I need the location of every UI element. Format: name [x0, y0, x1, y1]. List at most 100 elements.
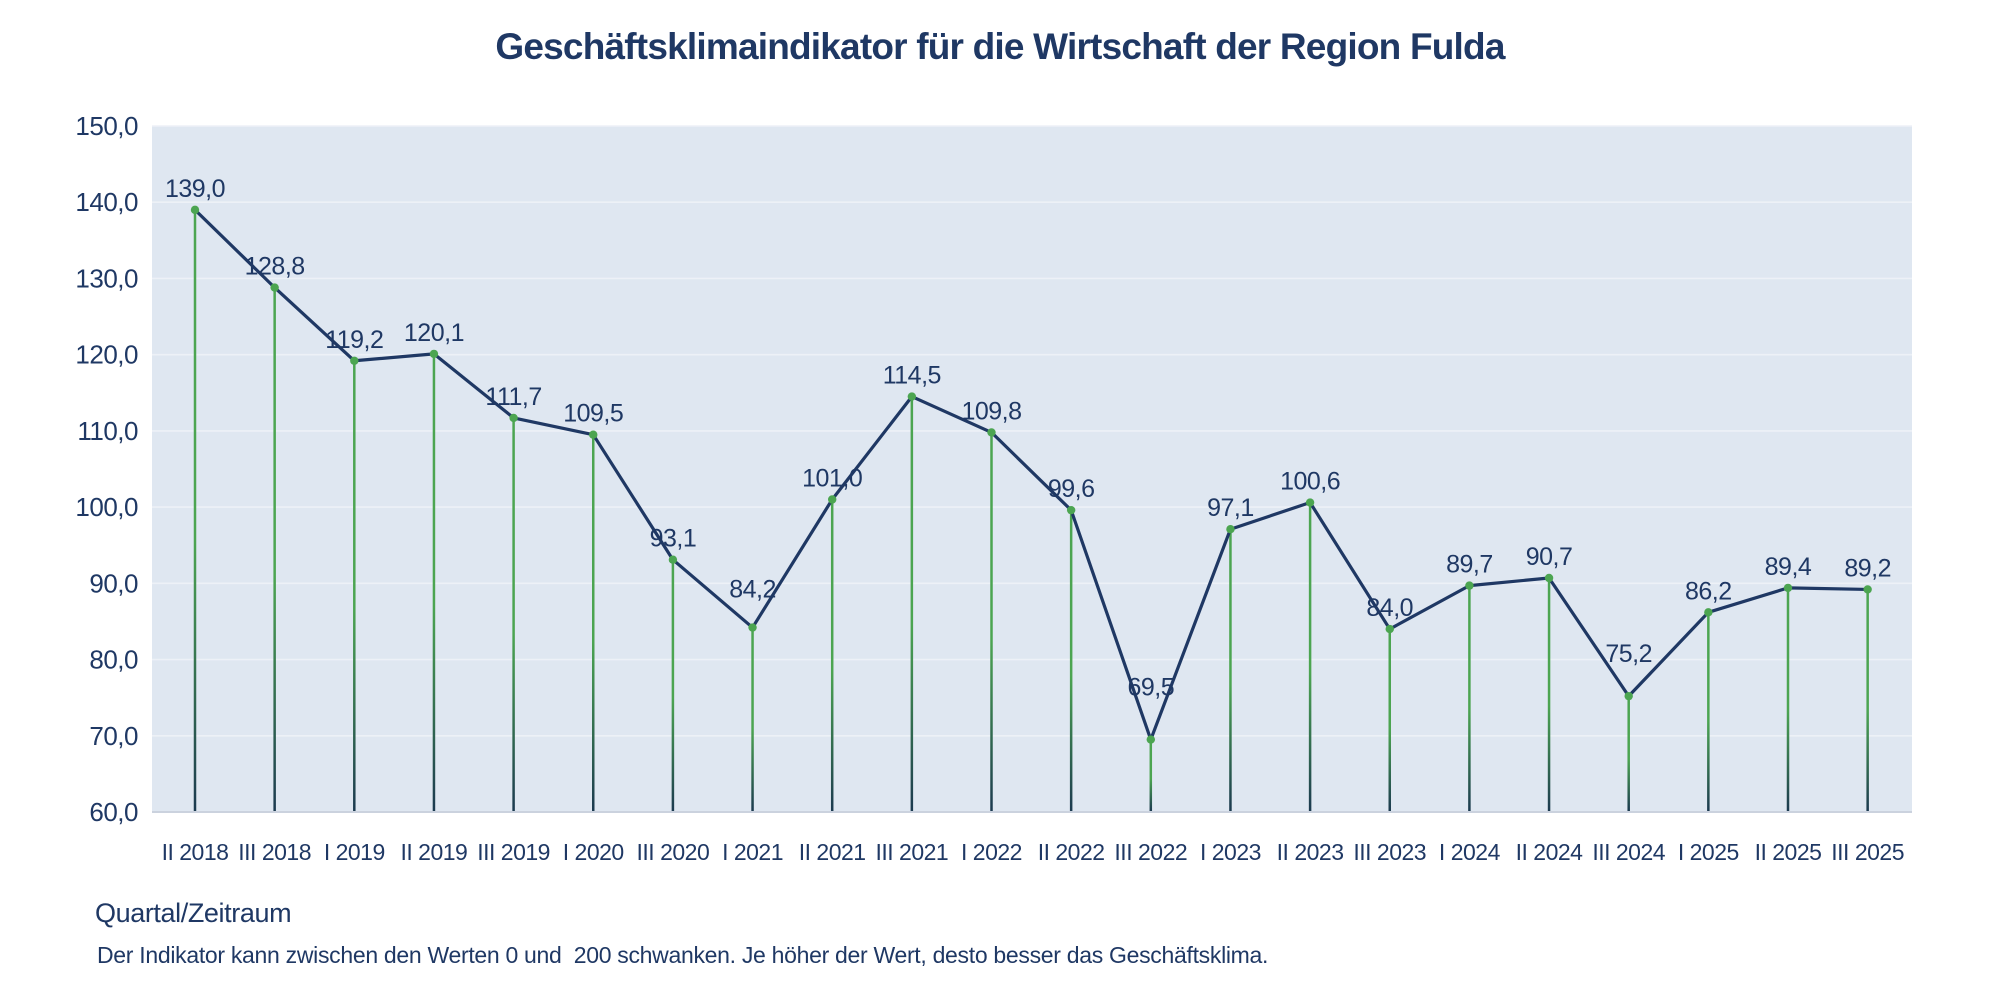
footnote: Der Indikator kann zwischen den Werten 0…: [97, 942, 1269, 968]
plot-background: [152, 126, 1912, 812]
data-point-label: 114,5: [883, 362, 941, 390]
x-axis-labels: II 2018 III 2018 I 2019 II 2019 III 2019 I 20…: [162, 839, 1905, 865]
x-axis-tick-label: II 2023: [1277, 839, 1344, 865]
drop-lines: [193, 209, 1869, 811]
x-axis-tick-label: II 2022: [1038, 839, 1105, 865]
y-axis-tick-label: 150,0: [75, 111, 138, 141]
x-axis-tick-label: III 2018: [238, 839, 311, 865]
data-point-marker: [270, 283, 279, 292]
data-point-marker: [1704, 608, 1713, 617]
data-point-marker: [748, 623, 757, 632]
drop-line: [1627, 696, 1630, 811]
x-axis-tick-label: I 2019: [324, 839, 385, 865]
data-point-marker: [1385, 624, 1394, 634]
data-point-marker: [1146, 735, 1156, 744]
data-point-marker: [1226, 525, 1235, 534]
x-axis-tick-label: II 2019: [401, 839, 468, 865]
drop-line: [592, 434, 595, 811]
data-point-label: 69,5: [1127, 674, 1174, 702]
x-axis-tick-label: I 2023: [1200, 839, 1261, 865]
data-point-label: 84,2: [729, 576, 776, 604]
data-point-marker: [350, 356, 359, 365]
data-point-label: 89,4: [1765, 553, 1812, 581]
drop-line: [1388, 629, 1391, 811]
drop-line: [990, 432, 993, 811]
data-point-marker: [907, 392, 917, 401]
x-axis-tick-label: III 2020: [637, 839, 710, 865]
data-point-label: 111,7: [485, 383, 541, 411]
x-axis-tick-label: III 2023: [1353, 839, 1426, 865]
drop-line: [1069, 510, 1073, 811]
data-point-label: 119,2: [325, 326, 383, 354]
x-axis-tick-label: II 2018: [162, 839, 229, 865]
chart-title: Geschäftsklimaindikator für die Wirtscha…: [495, 26, 1505, 67]
data-point-marker: [828, 495, 837, 504]
data-point-marker: [668, 555, 678, 564]
gridlines: [152, 125, 1912, 813]
data-point-label: 75,2: [1605, 640, 1652, 668]
drop-line: [1308, 502, 1312, 811]
x-axis-tick-label: I 2024: [1439, 839, 1501, 865]
data-point-marker: [429, 349, 439, 359]
plot-area: [152, 126, 1912, 812]
x-axis-tick-label: III 2019: [477, 839, 550, 865]
drop-line: [1547, 577, 1551, 811]
data-point-labels: 139,0 128,8 119,2 120,1 111,7 109,5 93,1 84,2 10…: [165, 175, 1892, 702]
data-point-label: 101,0: [802, 464, 862, 492]
data-point-label: 93,1: [650, 525, 697, 553]
data-point-label: 84,0: [1366, 594, 1413, 622]
y-axis-tick-label: 110,0: [77, 416, 138, 446]
y-axis-tick-label: 100,0: [75, 492, 138, 522]
x-axis-tick-label: I 2020: [563, 839, 624, 865]
x-axis-title: Quartal/Zeitraum: [95, 898, 292, 928]
data-point-label: 100,6: [1280, 468, 1340, 496]
y-axis-tick-label: 80,0: [89, 645, 138, 675]
x-axis-tick-label: I 2025: [1678, 839, 1739, 865]
drop-line: [1149, 739, 1153, 811]
data-point-marker: [190, 205, 200, 215]
data-point-marker: [1783, 583, 1793, 593]
data-point-marker: [589, 430, 598, 439]
data-point-label: 99,6: [1048, 475, 1095, 503]
y-axis-tick-label: 60,0: [89, 797, 138, 827]
series-line-group: [193, 208, 1870, 742]
data-point-label: 90,7: [1526, 543, 1573, 571]
x-axis-tick-label: II 2024: [1516, 839, 1584, 865]
data-point-label: 128,8: [245, 253, 305, 281]
drop-line: [1866, 589, 1869, 811]
data-point-marker: [1066, 505, 1076, 515]
data-point-label: 109,8: [961, 397, 1021, 425]
data-point-markers: [190, 205, 1872, 744]
data-point-marker: [1624, 691, 1633, 701]
drop-line: [512, 417, 515, 811]
drop-line: [671, 559, 675, 811]
drop-line: [193, 209, 197, 811]
data-point-marker: [1305, 498, 1315, 507]
y-axis-tick-label: 120,0: [75, 340, 138, 370]
x-axis-tick-label: II 2021: [799, 839, 866, 865]
drop-line: [751, 627, 754, 811]
x-axis-tick-label: II 2025: [1755, 839, 1822, 865]
data-point-marker: [1544, 573, 1554, 583]
y-axis-tick-label: 70,0: [89, 721, 138, 751]
x-axis-tick-label: III 2024: [1592, 839, 1665, 865]
drop-line: [1229, 529, 1232, 811]
y-axis-labels: 150,0 140,0 130,0 120,0 110,0 100,0 90,0 80,0 70…: [75, 111, 138, 827]
drop-line: [1786, 587, 1790, 811]
drop-line: [432, 353, 436, 811]
data-point-marker: [1465, 581, 1474, 590]
drop-line: [830, 499, 834, 811]
drop-line: [273, 287, 276, 811]
drop-line: [353, 360, 356, 811]
x-axis-tick-label: III 2022: [1114, 839, 1187, 865]
y-axis-tick-label: 130,0: [75, 263, 138, 293]
y-axis-tick-label: 140,0: [75, 187, 138, 217]
x-axis-tick-label: III 2025: [1831, 839, 1904, 865]
drop-line: [1468, 585, 1471, 811]
series-line: [193, 208, 1870, 742]
x-axis-tick-label: I 2022: [961, 839, 1022, 865]
data-point-label: 89,2: [1844, 554, 1891, 582]
data-point-marker: [509, 413, 518, 423]
data-point-label: 89,7: [1446, 551, 1493, 579]
